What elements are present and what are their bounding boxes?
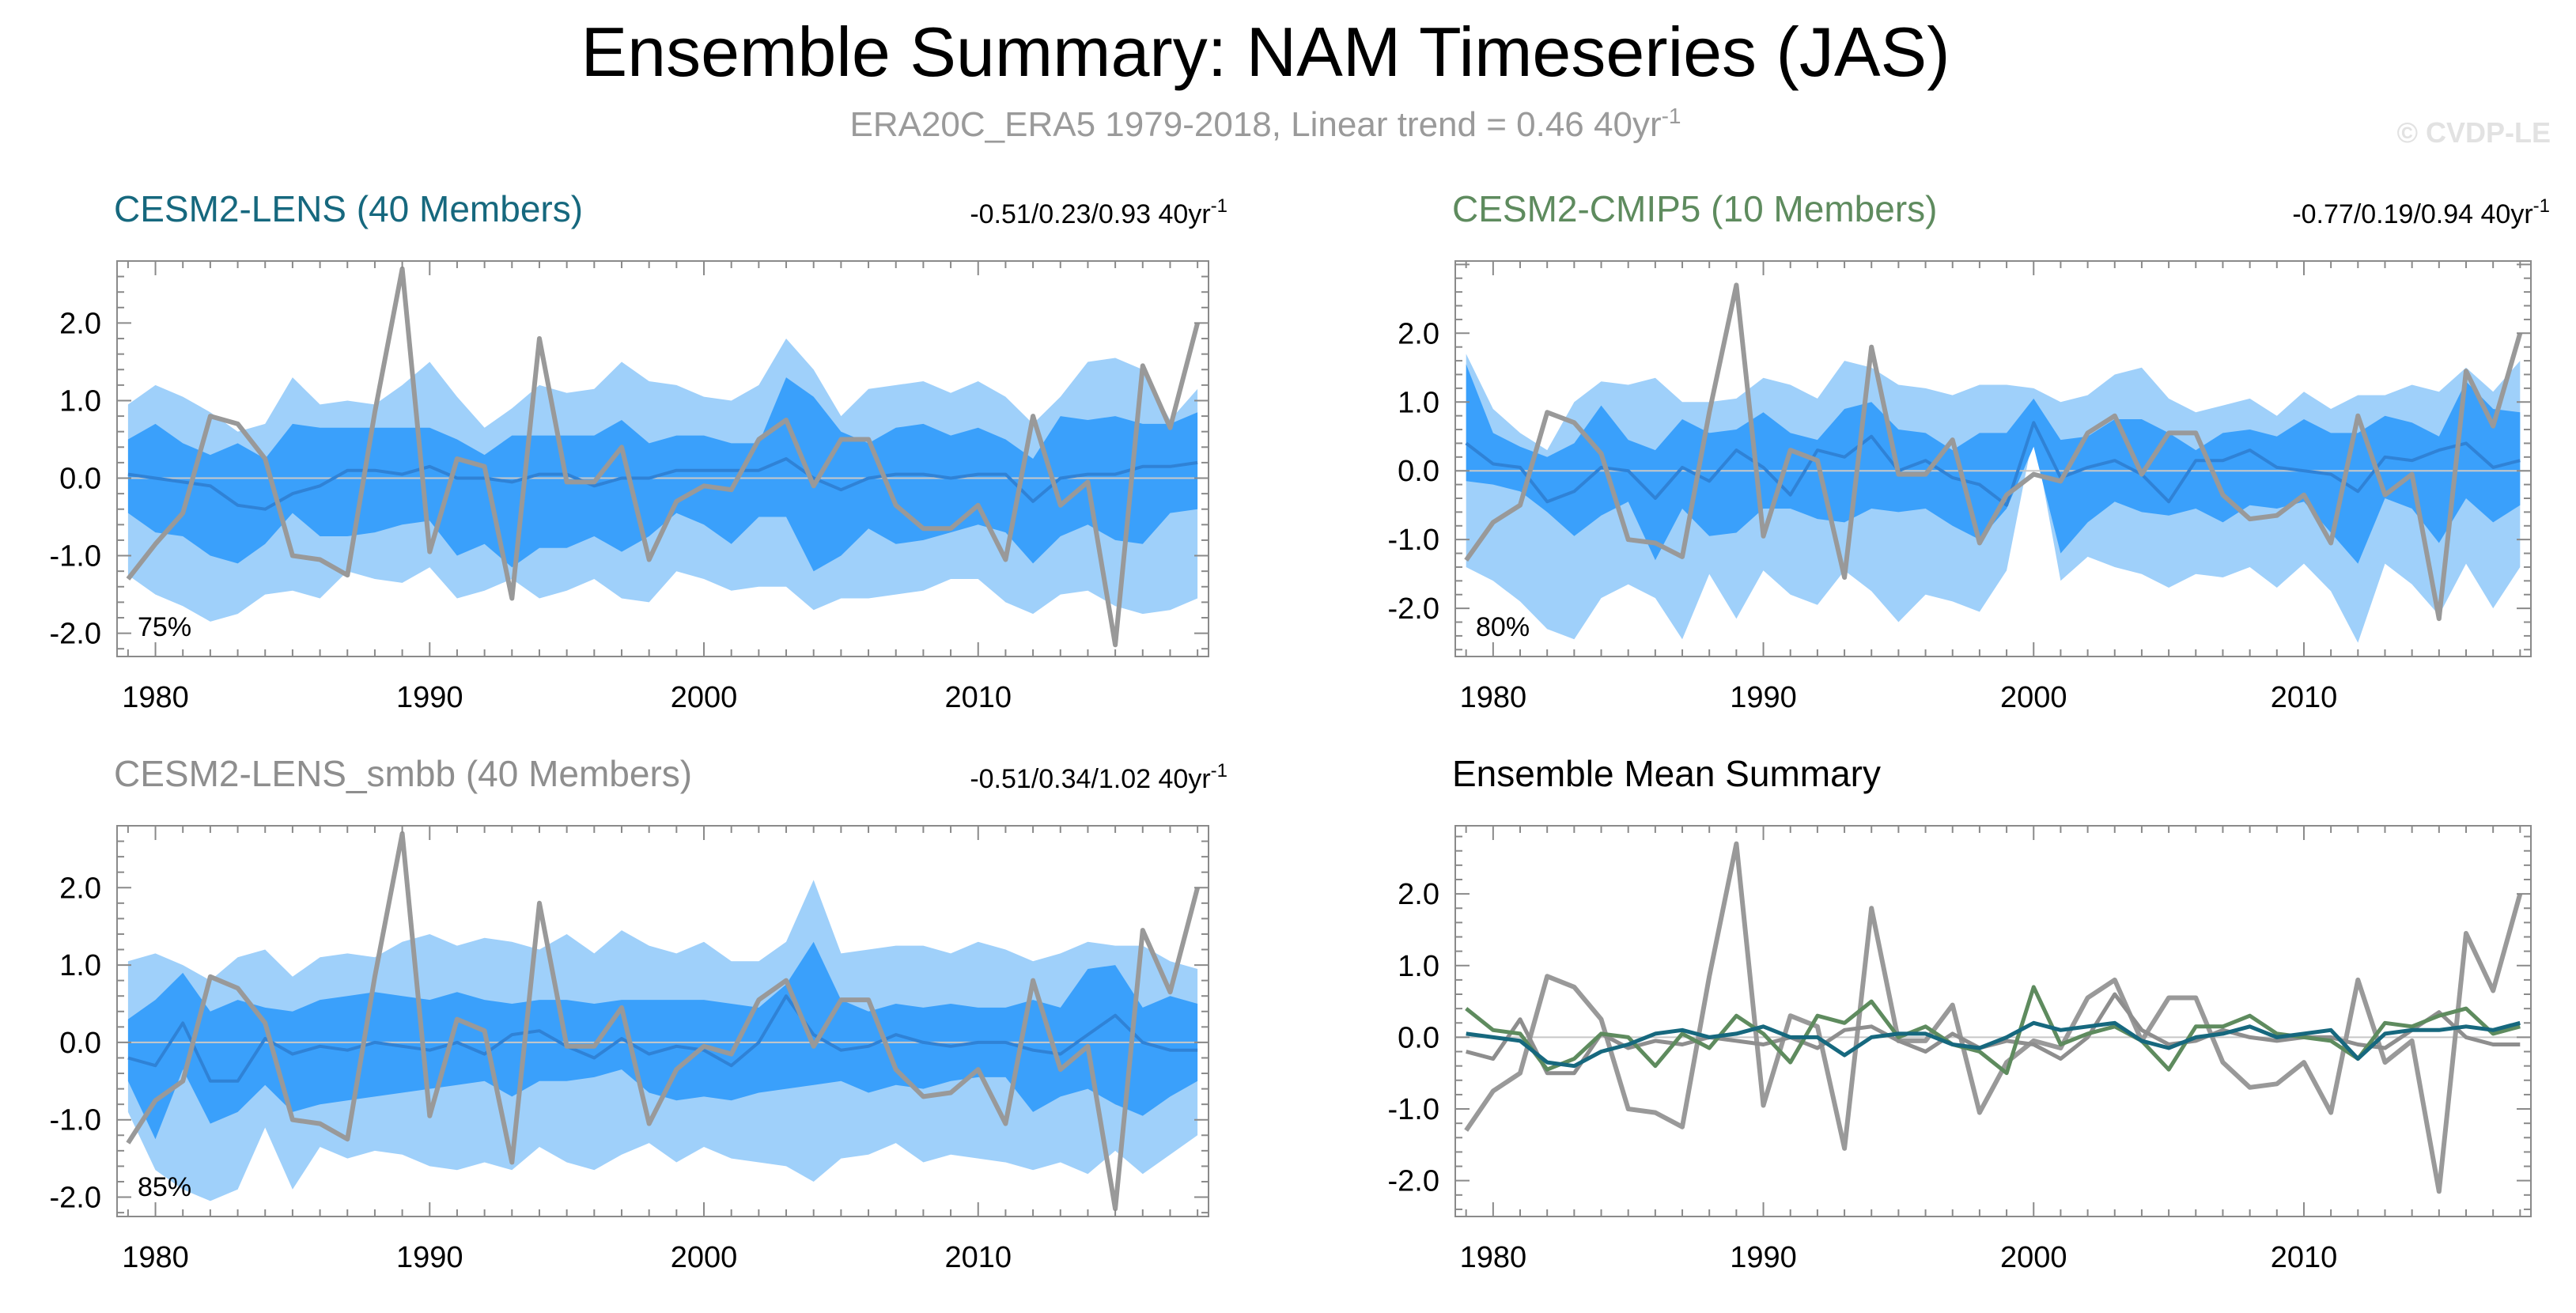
y-tick-label: 1.0 [59,949,101,982]
percent-label: 85% [138,1172,191,1202]
plot-area [117,266,1209,648]
y-tick-label: 0.0 [59,463,101,496]
y-tick-label: -2.0 [50,1182,101,1215]
figure-title: Ensemble Summary: NAM Timeseries (JAS) [581,13,1950,91]
figure-subtitle: ERA20C_ERA5 1979-2018, Linear trend = 0.… [849,104,1681,144]
x-tick-label: 1990 [396,1241,463,1274]
trend-text: -0.51/0.23/0.93 40yr [970,199,1210,229]
panel-title: CESM2-LENS_smbb (40 Members) [114,753,692,794]
y-tick-label: -1.0 [50,540,101,573]
subtitle-superscript: -1 [1662,104,1681,128]
y-tick-label: -2.0 [50,618,101,651]
observations-line [1464,282,2523,622]
x-tick-label: 2000 [671,681,738,714]
trend-label: -0.51/0.23/0.93 40yr-1 [970,195,1227,229]
x-tick-label: 1990 [1730,681,1797,714]
panel-title: CESM2-CMIP5 (10 Members) [1452,188,1937,229]
y-tick-label: -1.0 [50,1104,101,1137]
panel-title: Ensemble Mean Summary [1452,753,1881,794]
percent-label: 75% [138,612,191,642]
y-tick-label: 0.0 [59,1027,101,1060]
percent-label: 80% [1476,612,1530,642]
inner-spread-band [127,941,1198,1140]
trend-text: -0.77/0.19/0.94 40yr [2292,199,2532,229]
y-tick-label: 1.0 [1398,386,1439,419]
y-tick-label: -1.0 [1388,1093,1439,1126]
panel-title: CESM2-LENS (40 Members) [114,188,583,229]
x-tick-label: 2010 [2271,681,2338,714]
observations-line [126,266,1201,648]
inner-spread-band [1466,364,2521,564]
trend-superscript: -1 [1211,760,1227,781]
series-line-cesm2-cmip5 [1465,985,2521,1076]
x-tick-label: 1990 [396,681,463,714]
trend-text: -0.51/0.34/1.02 40yr [970,764,1210,794]
plot-frame [116,825,1209,1217]
plot-area [117,831,1209,1212]
plot-frame [1454,825,2532,1217]
y-tick-label: 2.0 [59,307,101,340]
x-tick-label: 2000 [2000,1241,2067,1274]
y-tick-label: 0.0 [1398,1021,1439,1054]
x-tick-label: 2000 [2000,681,2067,714]
y-tick-label: 2.0 [1398,878,1439,911]
trend-superscript: -1 [1211,195,1227,217]
subtitle-text: ERA20C_ERA5 1979-2018, Linear trend = 0.… [849,105,1661,144]
y-tick-label: -1.0 [1388,524,1439,557]
y-tick-label: 2.0 [59,872,101,905]
x-tick-label: 1990 [1730,1241,1797,1274]
x-tick-label: 1980 [122,1241,189,1274]
credit-label: © CVDP-LE [2396,116,2551,149]
plot-frame [116,260,1209,657]
plot-area [1455,841,2531,1194]
y-tick-label: 2.0 [1398,317,1439,350]
panel-2: 1980 1990 2000 2010 2.0 1.0 0.0 -1.0 -2.0 CESM2-C… [1388,188,2550,714]
x-tick-label: 1980 [122,681,189,714]
series-line-observations [1464,841,2523,1194]
panel-1: 1980 1990 2000 2010 2.0 1.0 0.0 -1.0 -2.0 CESM2-L… [50,188,1227,714]
panel-3: 1980 1990 2000 2010 2.0 1.0 0.0 -1.0 -2.0 CESM2-L… [50,753,1227,1274]
x-tick-label: 2010 [2271,1241,2338,1274]
plot-area [1455,282,2531,643]
trend-label: -0.77/0.19/0.94 40yr-1 [2292,195,2550,229]
x-tick-label: 2010 [944,1241,1012,1274]
y-tick-label: 1.0 [1398,950,1439,983]
panels: 1980 1990 2000 2010 2.0 1.0 0.0 -1.0 -2.0 CESM2-L… [50,188,2550,1274]
panel-4: 1980 1990 2000 2010 2.0 1.0 0.0 -1.0 -2.0 Ensembl… [1388,753,2532,1274]
y-tick-label: 1.0 [59,384,101,418]
y-tick-label: 0.0 [1398,455,1439,488]
series-line-cesm2-lens [1466,1020,2521,1069]
x-tick-label: 1980 [1460,681,1527,714]
x-tick-label: 2010 [944,681,1012,714]
x-tick-label: 2000 [671,1241,738,1274]
y-tick-label: -2.0 [1388,1165,1439,1198]
trend-superscript: -1 [2533,195,2550,217]
trend-label: -0.51/0.34/1.02 40yr-1 [970,760,1227,794]
observations-line [126,831,1201,1212]
plot-frame [1454,260,2532,657]
y-tick-label: -2.0 [1388,592,1439,626]
x-tick-label: 1980 [1460,1241,1527,1274]
